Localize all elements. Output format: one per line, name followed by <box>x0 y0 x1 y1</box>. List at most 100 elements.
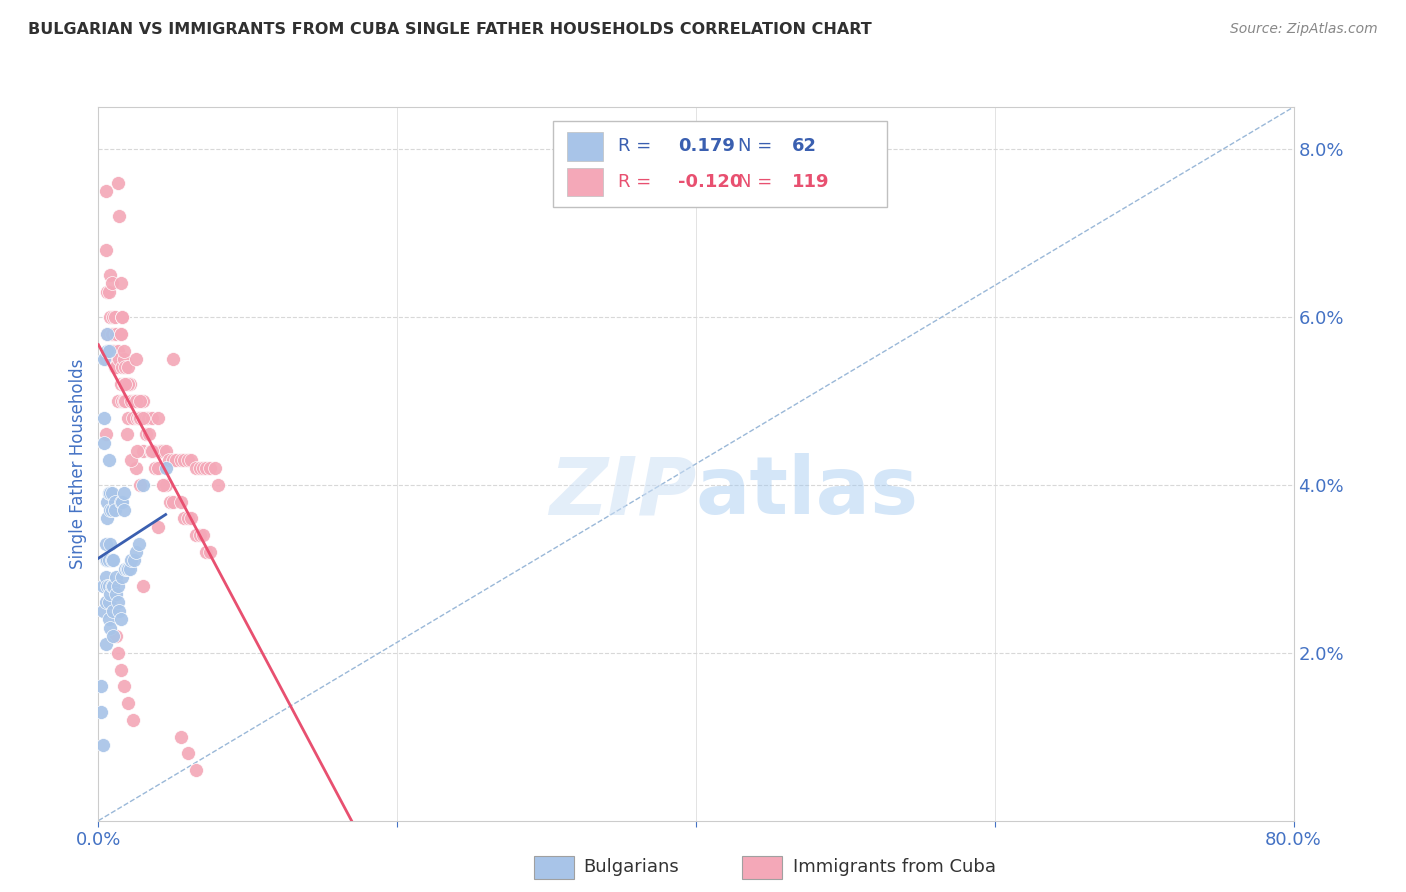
Point <box>111 310 134 324</box>
Point <box>135 410 157 425</box>
Point <box>177 511 200 525</box>
Text: -0.120: -0.120 <box>678 173 742 191</box>
Text: N =: N = <box>738 173 778 191</box>
Point <box>114 393 136 408</box>
Point <box>96 326 118 341</box>
Point <box>90 679 112 693</box>
Point <box>112 377 135 392</box>
Point <box>112 679 135 693</box>
Point <box>118 377 141 392</box>
Point <box>97 285 120 299</box>
Point <box>132 393 155 408</box>
Point <box>117 696 139 710</box>
Point <box>117 562 139 576</box>
Point <box>115 377 138 392</box>
Point <box>103 310 125 324</box>
Text: atlas: atlas <box>696 453 920 532</box>
Point <box>110 377 132 392</box>
Point <box>177 747 200 761</box>
Point <box>125 351 148 366</box>
Point <box>100 536 122 550</box>
Point <box>93 351 115 366</box>
Point <box>91 604 114 618</box>
Point <box>94 553 117 567</box>
Point <box>97 612 120 626</box>
Point <box>110 326 132 341</box>
Point <box>104 360 127 375</box>
Point <box>120 452 142 467</box>
Point <box>184 461 207 475</box>
Point <box>125 393 148 408</box>
Point <box>105 570 128 584</box>
Point <box>129 393 152 408</box>
Point <box>111 570 134 584</box>
Point <box>97 452 120 467</box>
Point <box>115 562 138 576</box>
Text: Bulgarians: Bulgarians <box>583 858 679 876</box>
Point <box>200 461 222 475</box>
Point <box>100 621 122 635</box>
Point <box>101 503 124 517</box>
Point <box>105 360 128 375</box>
Text: R =: R = <box>619 137 657 155</box>
Point <box>111 310 134 324</box>
Point <box>177 452 200 467</box>
Point <box>112 393 135 408</box>
Point <box>96 285 118 299</box>
Point <box>108 604 131 618</box>
Point <box>97 343 120 358</box>
FancyBboxPatch shape <box>553 121 887 207</box>
Point <box>107 595 129 609</box>
Point <box>141 410 163 425</box>
Point <box>136 410 159 425</box>
Point <box>94 536 117 550</box>
Point <box>110 663 132 677</box>
Point <box>191 528 214 542</box>
Point <box>155 478 177 492</box>
Point <box>148 461 170 475</box>
Point <box>135 427 157 442</box>
Point <box>91 738 114 752</box>
Point <box>117 377 139 392</box>
Point <box>184 764 207 778</box>
Point <box>94 351 117 366</box>
Point <box>94 637 117 651</box>
Point <box>200 545 222 559</box>
Point <box>180 511 202 525</box>
Point <box>111 360 134 375</box>
Point <box>103 578 125 592</box>
Point <box>103 604 125 618</box>
Point <box>96 326 118 341</box>
Point <box>128 410 150 425</box>
Point <box>132 478 155 492</box>
Point <box>112 486 135 500</box>
Point <box>97 578 120 592</box>
Point <box>110 277 132 291</box>
Text: N =: N = <box>738 137 778 155</box>
Text: R =: R = <box>619 173 657 191</box>
Point <box>104 503 127 517</box>
Point <box>125 545 148 559</box>
Point <box>100 503 122 517</box>
Point <box>103 343 125 358</box>
Point <box>149 444 172 458</box>
Point <box>143 444 166 458</box>
Point <box>157 452 180 467</box>
Point <box>93 435 115 450</box>
Point <box>117 360 139 375</box>
Point <box>127 444 149 458</box>
Point <box>111 393 134 408</box>
Point <box>120 553 142 567</box>
Text: Immigrants from Cuba: Immigrants from Cuba <box>793 858 995 876</box>
Point <box>115 427 138 442</box>
Point <box>96 511 118 525</box>
Point <box>97 486 120 500</box>
Point <box>101 578 124 592</box>
Point <box>148 410 170 425</box>
Point <box>125 461 148 475</box>
Point <box>94 243 117 257</box>
Point <box>101 553 124 567</box>
Point <box>173 511 195 525</box>
Point <box>139 444 162 458</box>
Point <box>121 713 143 727</box>
